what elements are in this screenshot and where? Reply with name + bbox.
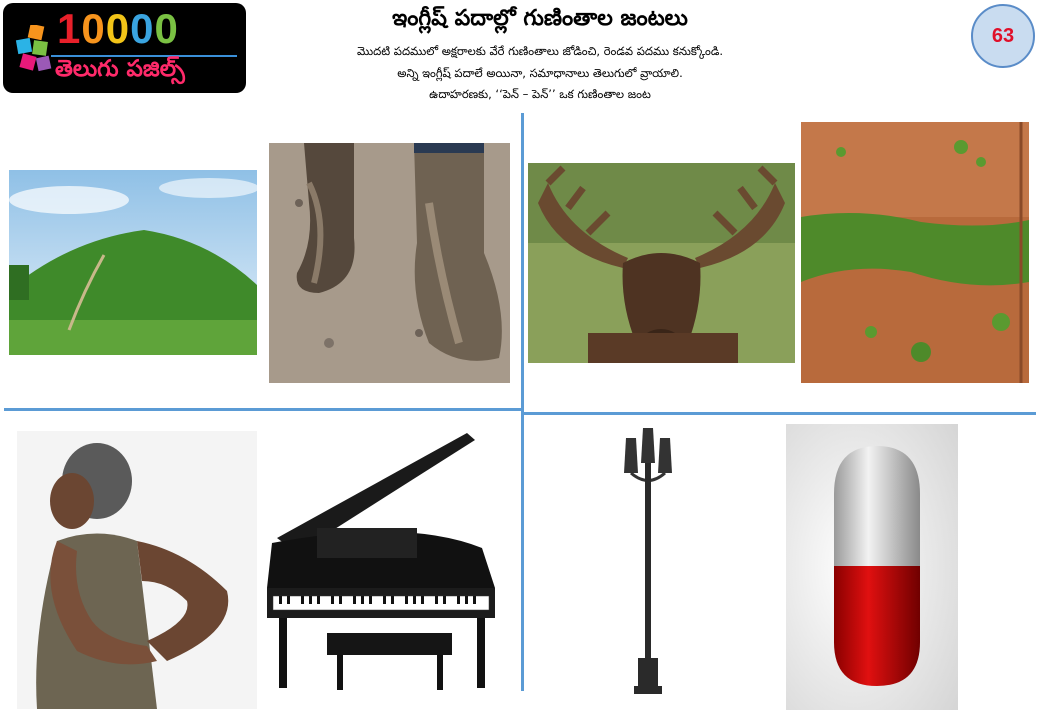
vertical-divider (521, 113, 524, 691)
hill-image (9, 170, 257, 355)
brand-logo: 10000 తెలుగు పజిల్స్ (3, 3, 246, 93)
instruction-line-1: మొదటి పదములో అక్షరాలకు వేరే గుణింతాలు జో… (356, 44, 724, 58)
horizontal-divider-right (524, 412, 1036, 415)
piano-image (257, 428, 510, 693)
logo-digit: 0 (130, 5, 155, 52)
logo-digit: 0 (105, 5, 131, 52)
instruction-line-2: అన్ని ఇంగ్లీష్ పదాలే అయినా, సమాధానాలు తె… (397, 66, 683, 80)
instruction-line-3: ఉదాహరణకు, ‘‘పెన్ – పెన్’’ ఒక గుణింతాల జం… (429, 87, 651, 101)
puzzle-number-badge: 63 (971, 4, 1035, 68)
muddy-boots-image (269, 143, 510, 383)
pill-capsule-image (786, 424, 958, 710)
logo-digit: 0 (81, 5, 106, 52)
moose-image (528, 163, 795, 363)
lamp-post-image (598, 428, 698, 698)
back-pain-image (17, 431, 257, 709)
logo-divider (51, 55, 237, 57)
puzzle-pieces-icon (15, 25, 52, 72)
logo-digit: 1 (57, 5, 82, 52)
page-title: ఇంగ్లీష్ పదాల్లో గుణింతాల జంటలు (392, 6, 688, 31)
moss-wall-image (801, 122, 1029, 383)
logo-digits: 10000 (57, 5, 179, 53)
logo-digit: 0 (154, 5, 179, 52)
horizontal-divider-left (4, 408, 521, 411)
logo-telugu-text: తెలుగు పజిల్స్ (55, 56, 185, 82)
